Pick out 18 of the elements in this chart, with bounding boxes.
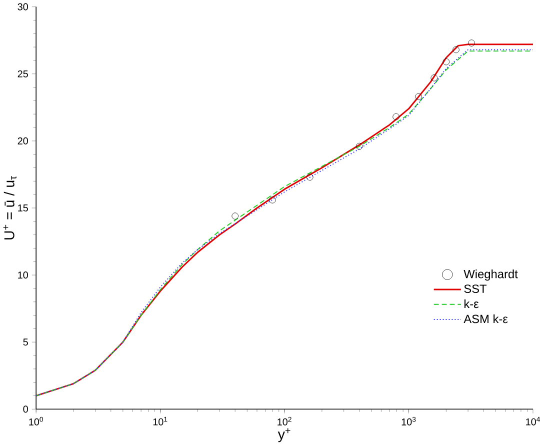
x-tick-label: 10$^{4}$ <box>526 416 540 426</box>
y-tick-label: 20 <box>18 137 28 144</box>
legend-label: Wieghardt <box>464 269 518 280</box>
legend-label: SST <box>464 284 487 293</box>
y-axis-title: U$^{+}$ = ū / u$_{τ}$ <box>3 176 16 240</box>
x-tick-label: 10$^{1}$ <box>153 416 168 426</box>
y-tick-label: 30 <box>18 3 28 10</box>
y-tick-label: 10 <box>18 271 28 278</box>
y-tick-label: 5 <box>23 338 28 346</box>
y-tick-label: 0 <box>23 405 28 412</box>
legend-label: k-ε <box>464 299 479 308</box>
x-tick-label: 10$^{3}$ <box>402 416 416 426</box>
x-tick-label: 10$^{0}$ <box>29 416 44 426</box>
x-axis-title: y$^{+}$ <box>278 428 290 442</box>
y-tick-label: 25 <box>18 70 28 78</box>
x-tick-label: 10$^{2}$ <box>278 416 292 426</box>
y-tick-label: 15 <box>18 204 28 212</box>
legend-label: ASM k-ε <box>464 314 508 323</box>
